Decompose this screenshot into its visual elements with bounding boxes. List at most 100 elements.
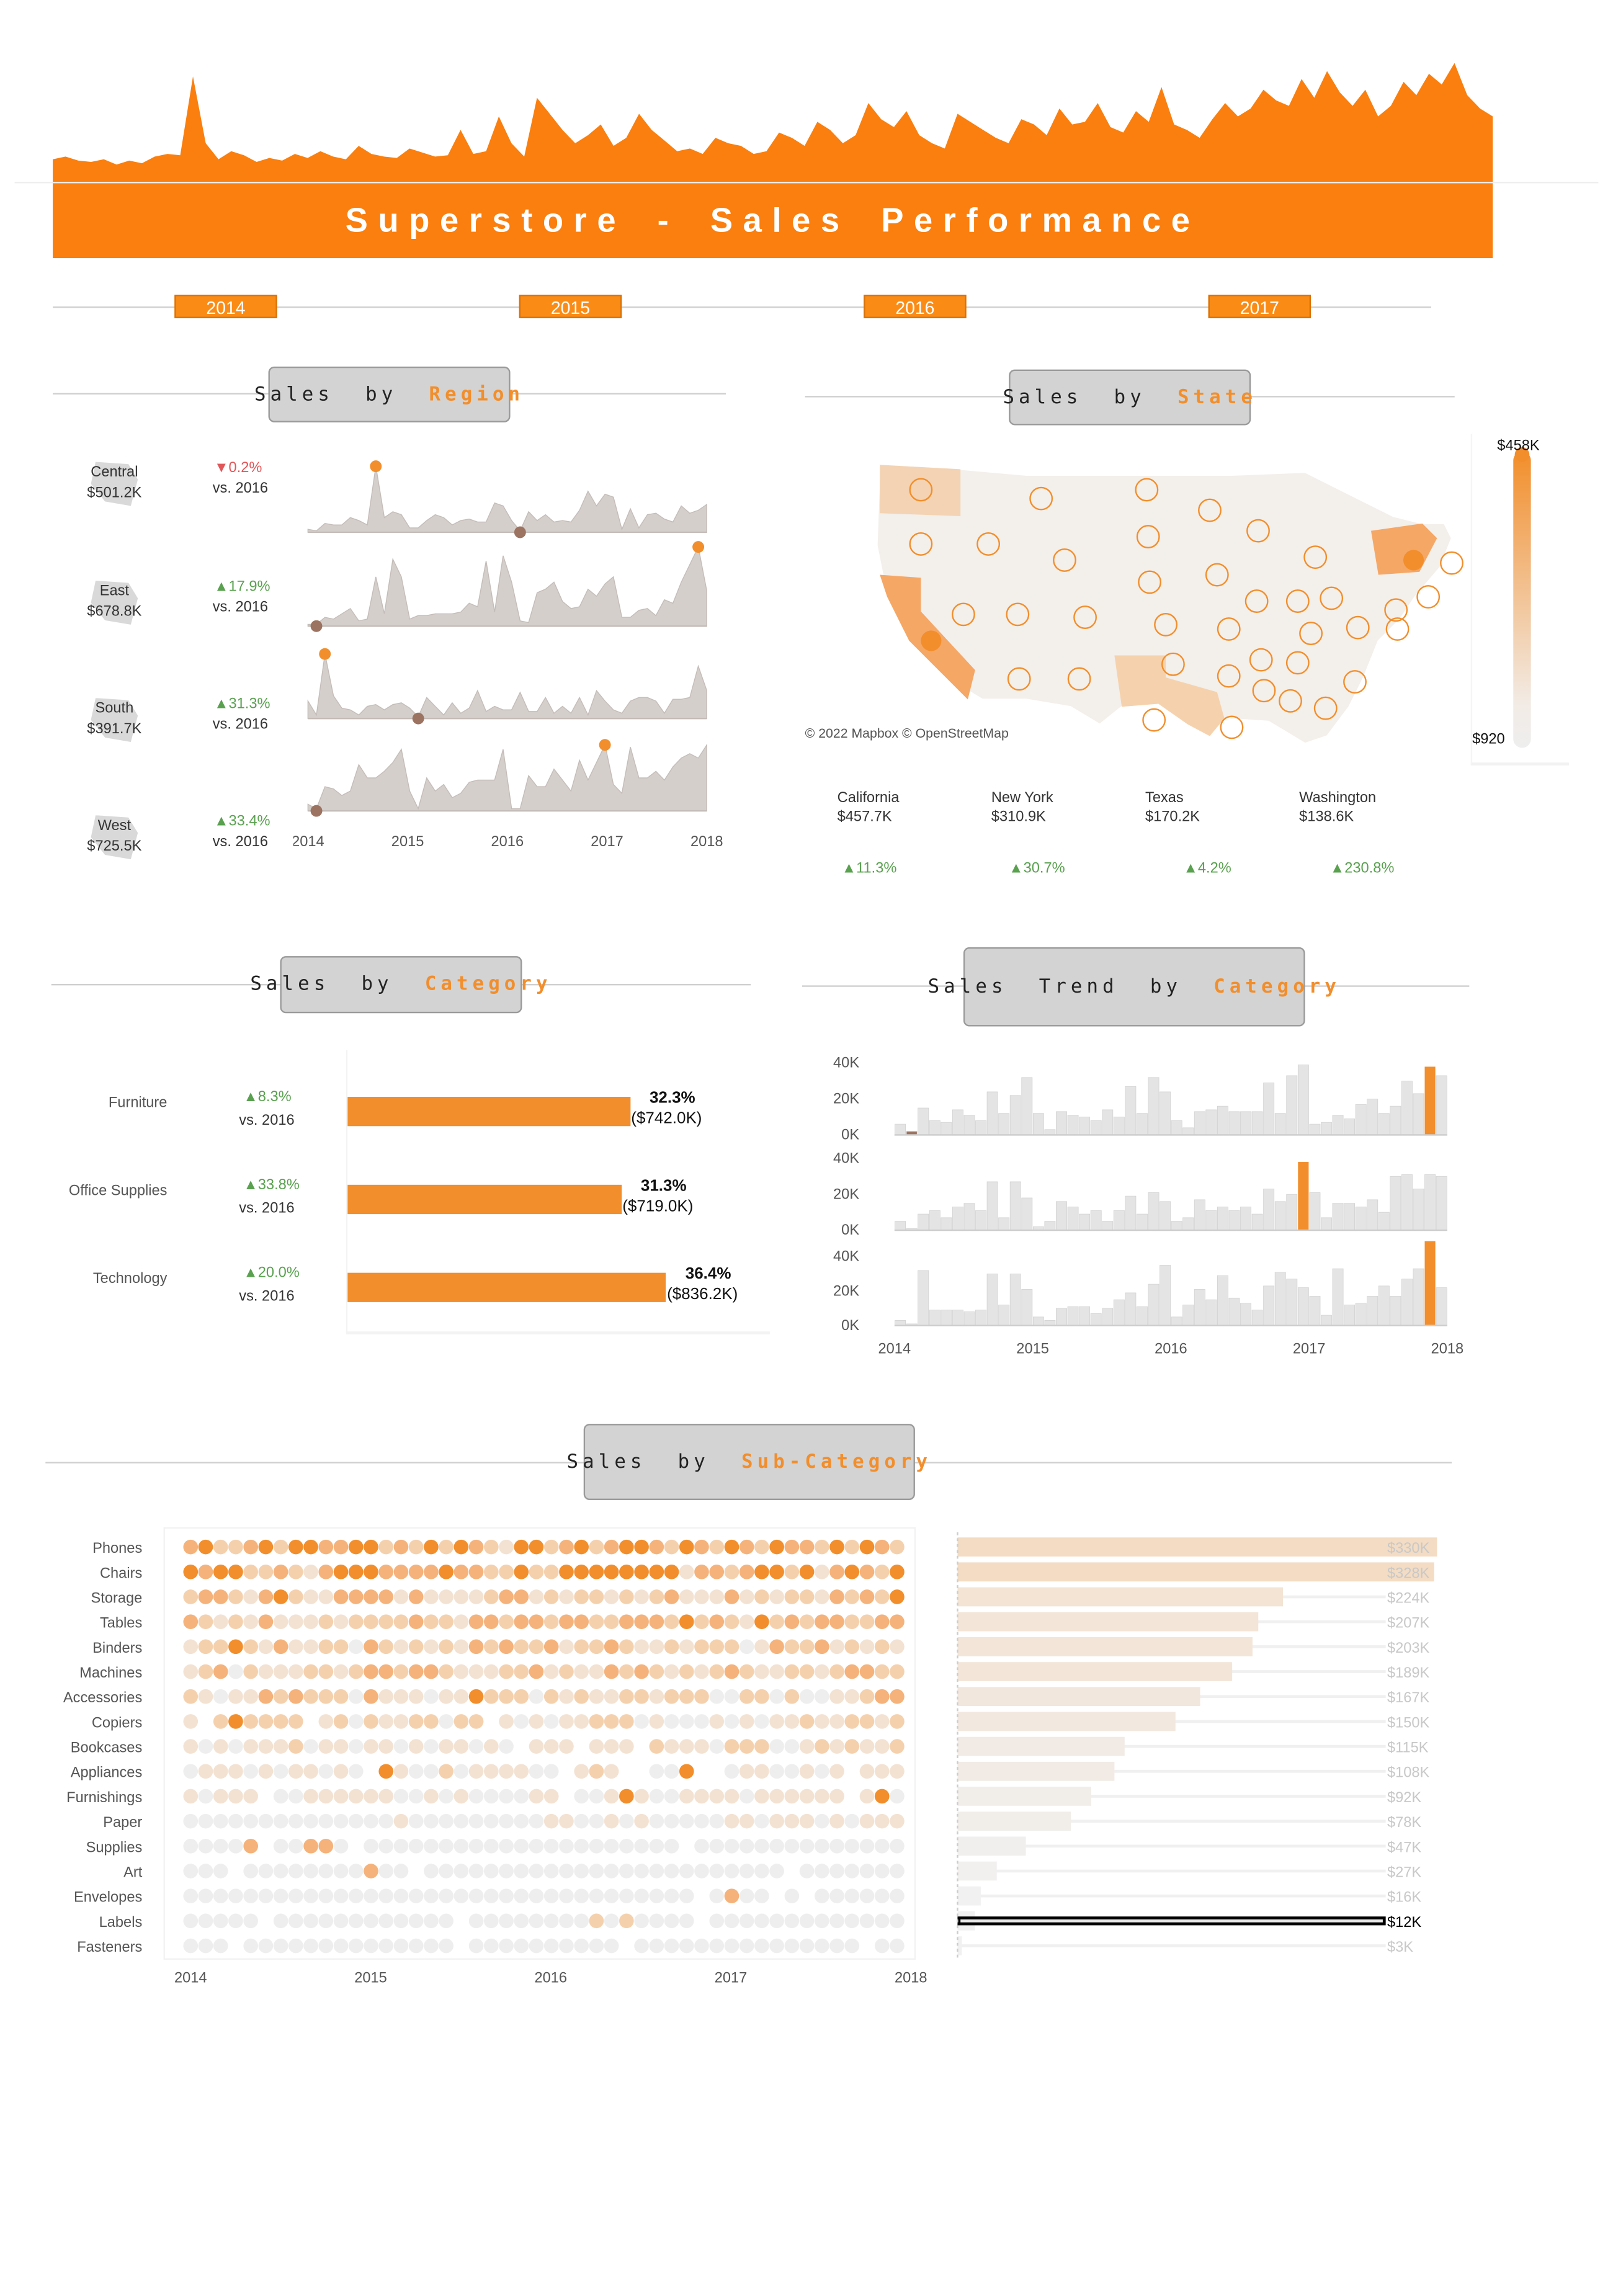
monthly-sales-dot[interactable] [243,1714,258,1729]
monthly-sales-dot[interactable] [829,1764,844,1779]
monthly-sales-dot[interactable] [874,1664,890,1679]
monthly-sales-dot[interactable] [243,1913,258,1929]
state-sales-circle[interactable] [1029,486,1053,511]
monthly-sales-dot[interactable] [499,1838,514,1854]
monthly-sales-dot[interactable] [874,1764,890,1779]
monthly-sales-dot[interactable] [649,1714,664,1729]
monthly-sales-dot[interactable] [393,1639,409,1655]
trend-bar[interactable] [1378,1285,1390,1326]
monthly-sales-dot[interactable] [814,1539,829,1555]
monthly-sales-dot[interactable] [228,1888,243,1903]
monthly-sales-dot[interactable] [874,1813,890,1829]
trend-bar[interactable] [1355,1303,1367,1326]
trend-bar[interactable] [963,1311,975,1326]
monthly-sales-dot[interactable] [679,1888,694,1903]
trend-bar[interactable] [1137,1113,1148,1135]
monthly-sales-dot[interactable] [514,1589,529,1604]
monthly-sales-dot[interactable] [303,1789,318,1804]
monthly-sales-dot[interactable] [634,1938,649,1954]
monthly-sales-dot[interactable] [364,1813,378,1829]
monthly-sales-dot[interactable] [483,1539,499,1555]
monthly-sales-dot[interactable] [829,1913,844,1929]
monthly-sales-dot[interactable] [198,1664,213,1679]
monthly-sales-dot[interactable] [739,1589,754,1604]
monthly-sales-dot[interactable] [739,1639,754,1655]
trend-bar[interactable] [1240,1207,1251,1231]
monthly-sales-dot[interactable] [393,1564,409,1579]
monthly-sales-dot[interactable] [303,1664,318,1679]
monthly-sales-dot[interactable] [468,1614,484,1629]
monthly-sales-dot[interactable] [348,1888,364,1903]
trend-bar[interactable] [1032,1316,1044,1326]
year-button-2015[interactable]: 2015 [519,295,622,318]
monthly-sales-dot[interactable] [874,1589,890,1604]
subcategory-bar[interactable] [957,1587,1284,1607]
monthly-sales-dot[interactable] [258,1888,274,1903]
subcategory-label[interactable]: Labels [99,1914,143,1931]
monthly-sales-dot[interactable] [543,1739,559,1754]
monthly-sales-dot[interactable] [454,1764,469,1779]
state-sales-circle[interactable] [1138,570,1161,594]
trend-bar[interactable] [1171,1221,1182,1231]
trend-bar[interactable] [1424,1066,1436,1135]
trend-bar[interactable] [1274,1113,1286,1135]
trend-bar[interactable] [941,1310,952,1326]
monthly-sales-dot[interactable] [514,1539,529,1555]
monthly-sales-dot[interactable] [649,1664,664,1679]
monthly-sales-dot[interactable] [439,1589,454,1604]
monthly-sales-dot[interactable] [454,1614,469,1629]
monthly-sales-dot[interactable] [529,1838,544,1854]
monthly-sales-dot[interactable] [333,1938,349,1954]
monthly-sales-dot[interactable] [589,1714,604,1729]
monthly-sales-dot[interactable] [378,1589,394,1604]
monthly-sales-dot[interactable] [499,1689,514,1704]
monthly-sales-dot[interactable] [424,1714,439,1729]
monthly-sales-dot[interactable] [273,1888,288,1903]
monthly-sales-dot[interactable] [844,1813,860,1829]
trend-bar[interactable] [1009,1181,1021,1231]
monthly-sales-dot[interactable] [499,1764,514,1779]
monthly-sales-dot[interactable] [424,1639,439,1655]
monthly-sales-dot[interactable] [318,1864,334,1878]
monthly-sales-dot[interactable] [424,1539,439,1555]
trend-bar[interactable] [1217,1106,1228,1135]
state-washington[interactable] [880,465,961,516]
monthly-sales-dot[interactable] [183,1664,199,1679]
monthly-sales-dot[interactable] [424,1913,439,1929]
state-sales-circle[interactable] [921,630,942,651]
monthly-sales-dot[interactable] [829,1639,844,1655]
monthly-sales-dot[interactable] [514,1764,529,1779]
monthly-sales-dot[interactable] [198,1838,213,1854]
monthly-sales-dot[interactable] [799,1564,815,1579]
monthly-sales-dot[interactable] [543,1539,559,1555]
subcategory-label[interactable]: Fasteners [77,1939,142,1955]
monthly-sales-dot[interactable] [454,1539,469,1555]
trend-bar[interactable] [1217,1275,1228,1326]
trend-bar[interactable] [1102,1308,1114,1326]
monthly-sales-dot[interactable] [303,1639,318,1655]
monthly-sales-dot[interactable] [378,1764,394,1779]
trend-bar[interactable] [1067,1115,1079,1135]
monthly-sales-dot[interactable] [514,1938,529,1954]
state-sales-circle[interactable] [1384,598,1408,622]
monthly-sales-dot[interactable] [604,1913,619,1929]
monthly-sales-dot[interactable] [468,1838,484,1854]
trend-bar[interactable] [1159,1201,1171,1231]
monthly-sales-dot[interactable] [649,1938,664,1954]
monthly-sales-dot[interactable] [859,1888,875,1903]
monthly-sales-dot[interactable] [874,1739,890,1754]
monthly-sales-dot[interactable] [574,1539,589,1555]
monthly-sales-dot[interactable] [213,1614,228,1629]
monthly-sales-dot[interactable] [890,1714,905,1729]
monthly-sales-dot[interactable] [589,1938,604,1954]
monthly-sales-dot[interactable] [543,1838,559,1854]
monthly-sales-dot[interactable] [424,1864,439,1878]
monthly-sales-dot[interactable] [318,1539,334,1555]
monthly-sales-dot[interactable] [694,1614,709,1629]
trend-bar[interactable] [1309,1296,1321,1326]
monthly-sales-dot[interactable] [288,1813,303,1829]
trend-bar[interactable] [1297,1065,1309,1135]
monthly-sales-dot[interactable] [874,1614,890,1629]
monthly-sales-dot[interactable] [844,1589,860,1604]
trend-bar[interactable] [1263,1083,1275,1135]
